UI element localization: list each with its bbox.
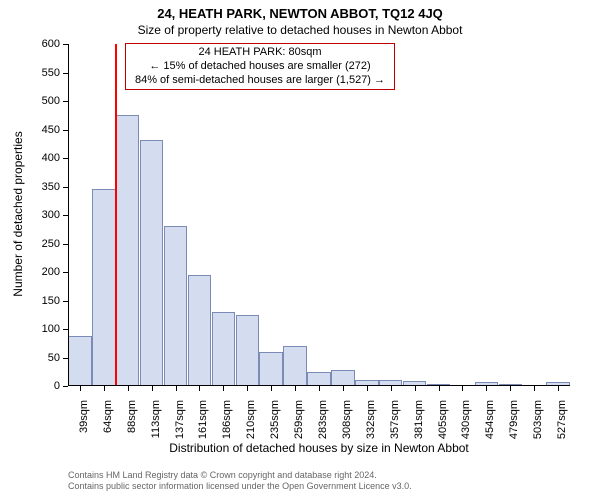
y-axis-line — [68, 44, 69, 386]
x-tick — [104, 386, 105, 391]
bar — [68, 336, 91, 386]
x-tick — [295, 386, 296, 391]
footer-attribution: Contains HM Land Registry data © Crown c… — [68, 470, 412, 492]
annotation-box: 24 HEATH PARK: 80sqm ← 15% of detached h… — [125, 43, 395, 90]
x-tick-label: 259sqm — [293, 400, 305, 500]
y-tick — [63, 44, 68, 45]
bar — [116, 115, 139, 386]
y-tick — [63, 358, 68, 359]
chart-subtitle: Size of property relative to detached ho… — [0, 21, 600, 37]
x-tick — [367, 386, 368, 391]
x-tick-label: 113sqm — [150, 400, 162, 500]
bar — [188, 275, 211, 386]
x-tick-label: 479sqm — [508, 400, 520, 500]
y-tick-label: 550 — [0, 67, 60, 79]
y-tick — [63, 244, 68, 245]
annotation-line3: 84% of semi-detached houses are larger (… — [132, 74, 388, 88]
property-marker-line — [115, 44, 117, 386]
x-tick — [439, 386, 440, 391]
y-tick-label: 50 — [0, 352, 60, 364]
x-tick-label: 332sqm — [365, 400, 377, 500]
x-tick — [128, 386, 129, 391]
x-tick-label: 308sqm — [341, 400, 353, 500]
x-tick-label: 357sqm — [389, 400, 401, 500]
y-tick-label: 250 — [0, 238, 60, 250]
x-tick — [199, 386, 200, 391]
x-tick-label: 210sqm — [245, 400, 257, 500]
x-tick — [152, 386, 153, 391]
x-tick-label: 88sqm — [126, 400, 138, 500]
x-tick — [462, 386, 463, 391]
y-tick — [63, 73, 68, 74]
bar — [236, 315, 259, 386]
y-tick-label: 600 — [0, 38, 60, 50]
y-tick — [63, 158, 68, 159]
plot-area — [68, 44, 570, 386]
y-tick-label: 350 — [0, 181, 60, 193]
x-tick — [271, 386, 272, 391]
x-tick — [176, 386, 177, 391]
x-tick-label: 454sqm — [484, 400, 496, 500]
bar — [259, 352, 282, 386]
y-tick-label: 300 — [0, 209, 60, 221]
bar — [92, 189, 115, 386]
y-tick — [63, 130, 68, 131]
y-tick — [63, 101, 68, 102]
x-tick-label: 161sqm — [197, 400, 209, 500]
x-tick-label: 381sqm — [413, 400, 425, 500]
annotation-line2: ← 15% of detached houses are smaller (27… — [132, 60, 388, 74]
y-tick-label: 0 — [0, 380, 60, 392]
x-tick — [415, 386, 416, 391]
x-tick-label: 527sqm — [556, 400, 568, 500]
x-tick-label: 503sqm — [532, 400, 544, 500]
x-tick — [343, 386, 344, 391]
bar — [331, 370, 354, 386]
x-tick — [486, 386, 487, 391]
annotation-line1: 24 HEATH PARK: 80sqm — [132, 46, 388, 60]
y-tick — [63, 301, 68, 302]
y-tick — [63, 386, 68, 387]
x-tick — [534, 386, 535, 391]
chart-title-address: 24, HEATH PARK, NEWTON ABBOT, TQ12 4JQ — [0, 0, 600, 21]
y-tick-label: 500 — [0, 95, 60, 107]
x-tick-label: 430sqm — [460, 400, 472, 500]
x-tick-label: 235sqm — [269, 400, 281, 500]
x-tick — [510, 386, 511, 391]
bar — [212, 312, 235, 386]
x-tick-label: 405sqm — [437, 400, 449, 500]
y-tick-label: 150 — [0, 295, 60, 307]
x-tick-label: 186sqm — [221, 400, 233, 500]
y-tick — [63, 187, 68, 188]
footer-line1: Contains HM Land Registry data © Crown c… — [68, 470, 412, 481]
bar — [283, 346, 306, 386]
y-tick-label: 100 — [0, 323, 60, 335]
x-tick — [223, 386, 224, 391]
bar — [164, 226, 187, 386]
x-tick — [391, 386, 392, 391]
x-tick-label: 283sqm — [317, 400, 329, 500]
x-tick — [558, 386, 559, 391]
bar — [140, 140, 163, 386]
x-tick — [80, 386, 81, 391]
x-tick-label: 64sqm — [102, 400, 114, 500]
x-tick-label: 39sqm — [78, 400, 90, 500]
y-tick-label: 450 — [0, 124, 60, 136]
y-tick — [63, 215, 68, 216]
x-tick — [247, 386, 248, 391]
y-tick-label: 200 — [0, 266, 60, 278]
y-tick — [63, 272, 68, 273]
footer-line2: Contains public sector information licen… — [68, 481, 412, 492]
y-tick — [63, 329, 68, 330]
y-tick-label: 400 — [0, 152, 60, 164]
x-tick — [319, 386, 320, 391]
bar — [307, 372, 330, 386]
chart-container: 24, HEATH PARK, NEWTON ABBOT, TQ12 4JQ S… — [0, 0, 600, 500]
x-tick-label: 137sqm — [174, 400, 186, 500]
